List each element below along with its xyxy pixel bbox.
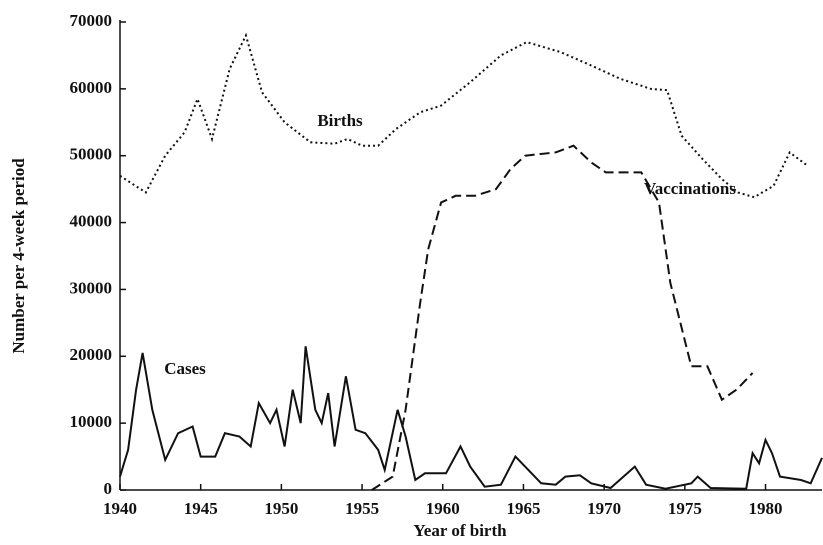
x-tick-label: 1965	[506, 499, 540, 518]
x-tick-label: 1955	[345, 499, 379, 518]
y-tick-label: 30000	[70, 278, 113, 297]
y-tick-label: 50000	[70, 145, 113, 164]
x-tick-label: 1940	[103, 499, 137, 518]
x-tick-label: 1970	[587, 499, 621, 518]
y-tick-label: 40000	[70, 211, 113, 230]
x-tick-label: 1960	[426, 499, 460, 518]
y-tick-label: 60000	[70, 78, 113, 97]
y-axis-label: Number per 4-week period	[9, 158, 28, 354]
y-tick-label: 10000	[70, 412, 113, 431]
y-tick-label: 70000	[70, 11, 113, 30]
series-label: Cases	[164, 359, 206, 378]
y-tick-label: 0	[104, 479, 113, 498]
series-line	[371, 144, 754, 491]
y-tick-label: 20000	[70, 345, 113, 364]
x-tick-label: 1975	[668, 499, 702, 518]
x-tick-label: 1945	[184, 499, 218, 518]
series-label: Vaccinations	[644, 179, 736, 198]
series-label: Births	[317, 111, 363, 130]
series-line	[119, 346, 823, 490]
series-line	[119, 32, 809, 199]
x-axis-label: Year of birth	[413, 521, 507, 540]
x-tick-label: 1980	[749, 499, 783, 518]
x-tick-label: 1950	[264, 499, 298, 518]
